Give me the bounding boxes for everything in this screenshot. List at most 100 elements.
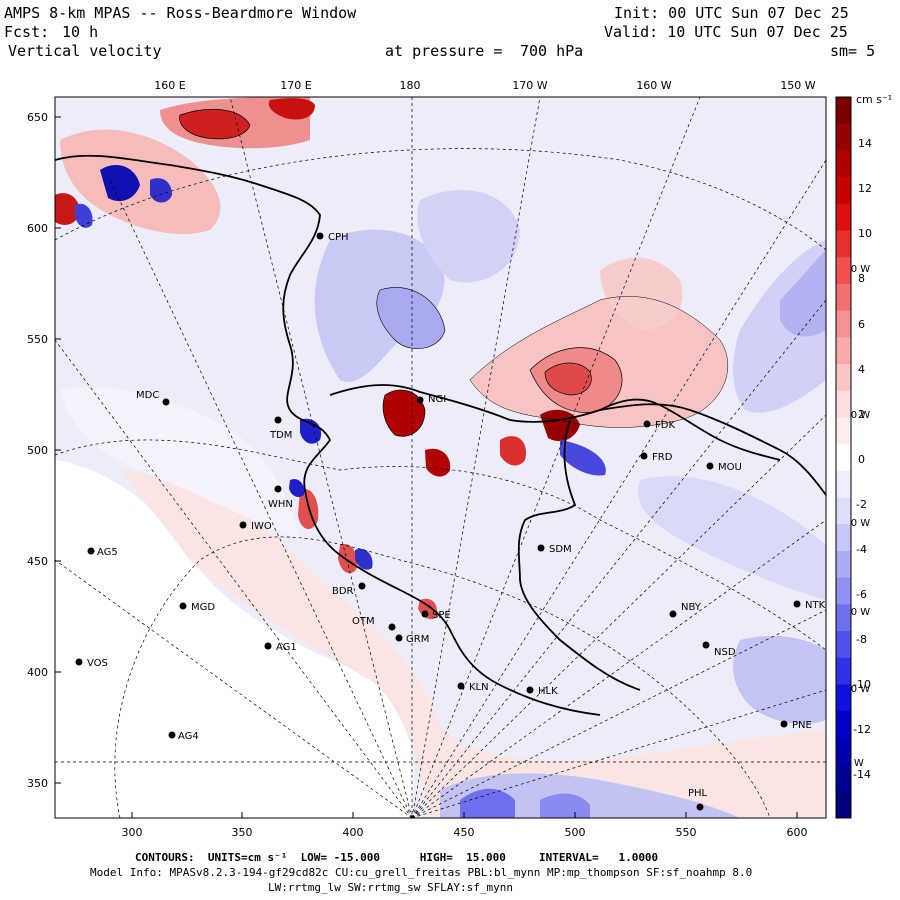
- left-axis-label: 350: [27, 777, 48, 790]
- pressure-label: at pressure =: [385, 42, 503, 60]
- colorbar-swatch: [836, 604, 851, 632]
- station-marker[interactable]: NGI: [416, 394, 447, 405]
- meridian-130w: [411, 414, 826, 818]
- station-marker[interactable]: SPE: [421, 610, 451, 621]
- colorbar-label: -8: [856, 633, 867, 646]
- bottom-axis-label: 300: [122, 826, 143, 839]
- station-marker[interactable]: AG5: [87, 547, 118, 558]
- descent-core-5: [289, 478, 305, 498]
- meridian-100w: [411, 689, 826, 818]
- station-marker[interactable]: SDM: [537, 544, 572, 555]
- colorbar-units: cm s⁻¹: [856, 93, 892, 106]
- ascent-core-7: [55, 193, 80, 225]
- station-marker[interactable]: NSD: [702, 641, 736, 659]
- colorbar: [836, 97, 851, 819]
- left-axis-label: 550: [27, 333, 48, 346]
- meridian-170e: [229, 97, 413, 818]
- bottom-axis-label: 550: [676, 826, 697, 839]
- field-layer: [55, 97, 826, 818]
- ascent-core-13: [338, 544, 358, 574]
- colorbar-swatch: [836, 631, 851, 659]
- station-marker[interactable]: TDM: [269, 416, 292, 442]
- station-marker[interactable]: HLK: [526, 686, 559, 697]
- descent-core-8: [460, 788, 515, 818]
- coastline-marie-byrd: [599, 398, 781, 461]
- station-label: NTK: [805, 600, 826, 611]
- colorbar-swatch: [836, 657, 851, 685]
- left-axis-label: 500: [27, 444, 48, 457]
- station-label: AG5: [97, 547, 118, 558]
- meridian-120w: [411, 519, 826, 818]
- station-marker[interactable]: IWO: [239, 521, 272, 532]
- ascent-core-5: [179, 109, 250, 139]
- model-info: Model Info: MPASv8.2.3-194-gf29cd82c CU:…: [90, 866, 753, 879]
- top-axis-label: 160 W: [636, 79, 671, 92]
- coastline-transantarctic: [55, 154, 601, 716]
- colorbar-swatch: [836, 230, 851, 258]
- station-marker[interactable]: VOS: [75, 658, 108, 669]
- descent-region-2: [376, 287, 445, 349]
- contour-line-2: [544, 362, 592, 396]
- colorbar-label: -6: [856, 588, 867, 601]
- station-marker[interactable]: PNE: [780, 720, 812, 731]
- grid-label: 120 W: [838, 518, 870, 529]
- station-marker[interactable]: AG1: [264, 642, 297, 653]
- station-marker[interactable]: NTK: [793, 600, 826, 611]
- station-label: SPE: [432, 610, 451, 621]
- left-axis: 650 600 550 500 450 400 350: [27, 111, 61, 790]
- left-axis-label: 400: [27, 666, 48, 679]
- meridian-140w: [411, 299, 826, 818]
- station-label: FRD: [652, 452, 673, 463]
- contour-line-4: [179, 108, 251, 140]
- station-marker[interactable]: BDR: [332, 582, 366, 598]
- grid-label: 130 W: [838, 410, 870, 421]
- ascent-core-10: [500, 436, 526, 466]
- graticule: [55, 97, 826, 818]
- top-axis-label: 170 E: [280, 79, 311, 92]
- bottom-axis-label: 600: [787, 826, 808, 839]
- station-marker[interactable]: NBY: [669, 602, 702, 618]
- station-marker[interactable]: KLN: [457, 682, 489, 693]
- bottom-axis-label: 400: [343, 826, 364, 839]
- colorbar-swatch: [836, 764, 851, 792]
- station-label: VOS: [87, 658, 108, 669]
- station-label: HLK: [538, 686, 558, 697]
- station-marker[interactable]: AG4: [168, 731, 199, 742]
- grid-label: 140 W: [838, 264, 870, 275]
- plot-frame: [54, 96, 827, 819]
- colorbar-swatch: [836, 577, 851, 605]
- station-marker[interactable]: WHN: [268, 485, 293, 511]
- ascent-core-2: [545, 363, 592, 395]
- station-marker[interactable]: PHL: [688, 788, 708, 811]
- colorbar-frame: [835, 96, 852, 819]
- station-label: MDC: [136, 390, 159, 401]
- station-label: OTM: [352, 616, 375, 627]
- shelf-weak-ascent: [120, 470, 826, 818]
- station-label: MOU: [718, 462, 742, 473]
- station-label: KLN: [469, 682, 489, 693]
- top-axis-label: 160 E: [154, 79, 185, 92]
- colorbar-swatch: [836, 791, 851, 819]
- station-label: GRM: [406, 634, 429, 645]
- station-marker[interactable]: FRD: [640, 452, 673, 463]
- station-marker[interactable]: OTM: [352, 616, 396, 631]
- station-label: NSD: [714, 647, 736, 658]
- map-title: AMPS 8-km MPAS -- Ross-Beardmore Window: [4, 4, 357, 22]
- station-marker[interactable]: FDK: [643, 420, 676, 431]
- colorbar-swatch: [836, 470, 851, 499]
- station-marker[interactable]: CPH: [316, 232, 349, 243]
- bottom-axis-label: 350: [232, 826, 253, 839]
- station-layer: CPH MDC TDM NGI WHN IWO AG5 MGD AG1 VOS …: [75, 232, 826, 811]
- station-marker[interactable]: MOU: [706, 462, 742, 473]
- contour-line-5: [376, 287, 446, 349]
- colorbar-swatch: [836, 364, 851, 392]
- descent-region-3: [417, 190, 520, 283]
- colorbar-swatch: [836, 444, 851, 472]
- colorbar-swatch: [836, 417, 851, 445]
- station-label: IWO: [251, 521, 272, 532]
- left-axis-label: 650: [27, 111, 48, 124]
- station-marker[interactable]: MDC: [136, 390, 170, 406]
- station-marker[interactable]: MGD: [179, 602, 216, 613]
- valid-time: Valid: 10 UTC Sun 07 Dec 25: [604, 23, 848, 41]
- station-marker[interactable]: GRM: [395, 634, 430, 645]
